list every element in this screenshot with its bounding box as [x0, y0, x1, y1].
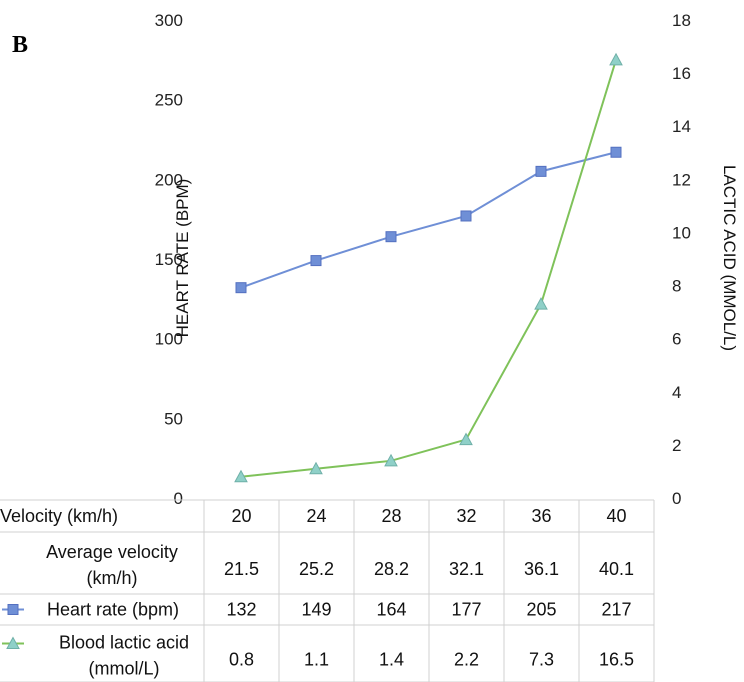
y-tick-label: 0 — [174, 489, 183, 508]
series-line — [240, 151, 617, 289]
data-table: Velocity (km/h) 20 24 28 32 36 40 Average veloc… — [0, 499, 655, 682]
y2-tick-label: 18 — [672, 11, 691, 30]
table-cell: 132 — [226, 600, 256, 620]
table-cell: 24 — [306, 506, 326, 526]
data-point — [535, 165, 547, 177]
series-layer — [234, 52, 623, 483]
table-cell: 164 — [376, 600, 406, 620]
row-label: Average velocity — [46, 542, 178, 562]
y2-axis-title: LACTIC ACID (MMOL/L) — [720, 165, 739, 351]
table-cell: 20 — [231, 506, 251, 526]
row-label: (km/h) — [87, 568, 138, 588]
y-tick-label: 150 — [155, 250, 183, 269]
y2-tick-label: 4 — [672, 383, 681, 402]
table-row: Heart rate (bpm) 132 149 164 177 205 217 — [2, 600, 632, 620]
lactic-acid-series — [234, 52, 623, 483]
y-axis-ticks: 0 50 100 150 200 250 300 — [155, 11, 183, 508]
table-cell: 205 — [526, 600, 556, 620]
row-label: (mmol/L) — [89, 659, 160, 679]
table-cell: 16.5 — [599, 650, 634, 670]
data-point — [310, 255, 322, 267]
y2-tick-label: 14 — [672, 117, 691, 136]
table-cell: 36.1 — [524, 559, 559, 579]
table-cell: 1.4 — [379, 650, 404, 670]
table-cell: 28.2 — [374, 559, 409, 579]
table-row: Average velocity (km/h) 21.5 25.2 28.2 32.1 36… — [46, 542, 634, 588]
y-tick-label: 100 — [155, 330, 183, 349]
table-cell: 40.1 — [599, 559, 634, 579]
y2-tick-label: 0 — [672, 489, 681, 508]
y-tick-label: 250 — [155, 91, 183, 110]
row-label: Blood lactic acid — [59, 633, 189, 653]
data-point — [460, 210, 472, 222]
y2-axis-ticks: 0 2 4 6 8 10 12 14 16 18 — [672, 11, 691, 508]
row-label: Heart rate (bpm) — [47, 600, 179, 620]
table-cell: 7.3 — [529, 650, 554, 670]
y2-tick-label: 8 — [672, 277, 681, 296]
table-cell: 36 — [531, 506, 551, 526]
data-point — [385, 231, 397, 243]
table-cell: 21.5 — [224, 559, 259, 579]
y2-tick-label: 10 — [672, 223, 691, 242]
heart-rate-series — [235, 146, 622, 294]
panel-label: B — [12, 32, 28, 58]
table-cell: 32 — [456, 506, 476, 526]
table-cell: 0.8 — [229, 650, 254, 670]
y2-tick-label: 16 — [672, 64, 691, 83]
data-point — [309, 461, 323, 475]
table-row: Velocity (km/h) 20 24 28 32 36 40 — [0, 506, 627, 526]
table-cell: 40 — [606, 506, 626, 526]
y-tick-label: 200 — [155, 170, 183, 189]
legend-triangle-marker — [6, 636, 20, 649]
legend-square-marker — [7, 604, 19, 615]
table-cell: 2.2 — [454, 650, 479, 670]
y-tick-label: 50 — [164, 409, 183, 428]
data-point — [534, 297, 548, 310]
series-line — [240, 59, 617, 478]
table-cell: 32.1 — [449, 559, 484, 579]
row-label: Velocity (km/h) — [0, 506, 118, 526]
table-cell: 28 — [381, 506, 401, 526]
table-cell: 177 — [451, 600, 481, 620]
data-point — [384, 453, 398, 467]
table-cell: 25.2 — [299, 559, 334, 579]
data-point — [610, 146, 622, 158]
table-cell: 1.1 — [304, 650, 329, 670]
table-cell: 149 — [301, 600, 331, 620]
y-tick-label: 300 — [155, 11, 183, 30]
data-point — [609, 52, 623, 66]
y2-tick-label: 2 — [672, 436, 681, 455]
y2-tick-label: 6 — [672, 330, 681, 349]
y-axis-title: HEART RATE (BPM) — [173, 179, 192, 338]
table-cell: 217 — [601, 600, 631, 620]
y2-tick-label: 12 — [672, 170, 691, 189]
table-row: Blood lactic acid (mmol/L) 0.8 1.1 1.4 2.2 7.3… — [2, 633, 634, 679]
data-point — [235, 282, 247, 294]
data-point — [459, 432, 473, 446]
data-point — [234, 469, 248, 483]
